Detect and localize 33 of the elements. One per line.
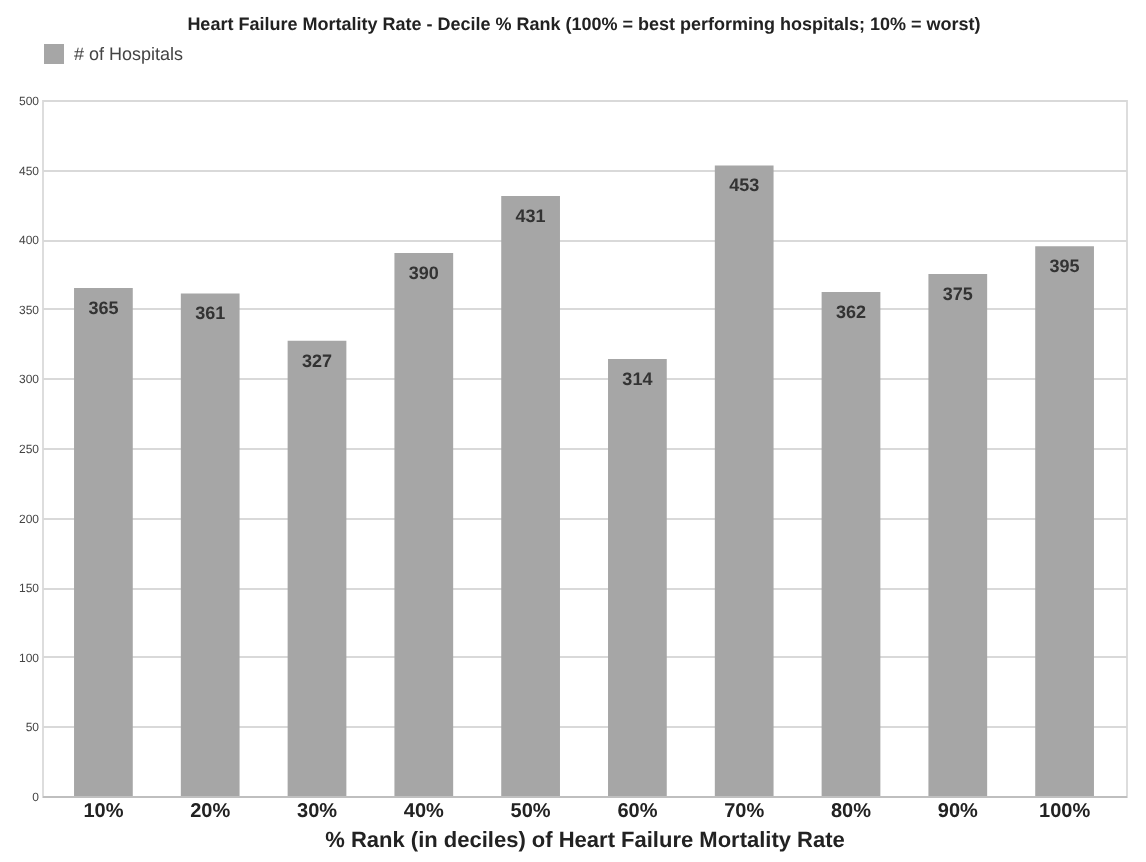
data-label: 390: [408, 263, 439, 284]
x-tick-label: 50%: [510, 801, 551, 823]
data-label: 314: [622, 368, 653, 389]
bar: [1035, 246, 1094, 796]
data-label: 361: [195, 303, 226, 324]
bar: [821, 292, 881, 796]
bar: [180, 293, 240, 796]
legend-label: # of Hospitals: [74, 44, 185, 64]
data-label: 362: [835, 302, 867, 323]
bar: [287, 340, 347, 796]
bar: [74, 287, 133, 796]
data-label: 431: [515, 206, 546, 227]
x-tick-label: 20%: [190, 801, 231, 823]
x-tick-label: 100%: [1039, 801, 1091, 823]
bar: [714, 165, 774, 796]
x-tick-label: 70%: [724, 801, 765, 823]
data-label: 365: [88, 297, 119, 318]
x-tick-label: 40%: [403, 801, 445, 823]
data-label: 327: [301, 350, 333, 371]
bar: [394, 253, 454, 796]
x-tick-label: 30%: [296, 801, 338, 823]
data-label: 375: [942, 284, 973, 304]
x-axis-title: % Rank (in deciles) of Heart Failure Mortality Rate: [325, 829, 845, 853]
chart-title: Heart Failure Mortality Rate - Decile % Rank (100% = best performing hospitals; 10% = worst): [187, 14, 981, 34]
data-label: 453: [729, 175, 760, 196]
data-label: 395: [1049, 256, 1080, 277]
bar: [501, 196, 560, 796]
x-tick-label: 80%: [830, 801, 872, 823]
x-tick-label: 60%: [617, 801, 658, 823]
x-tick-label: 10%: [83, 801, 124, 823]
bar: [608, 358, 667, 796]
bar: [928, 274, 988, 796]
x-tick-label: 90%: [937, 801, 979, 823]
